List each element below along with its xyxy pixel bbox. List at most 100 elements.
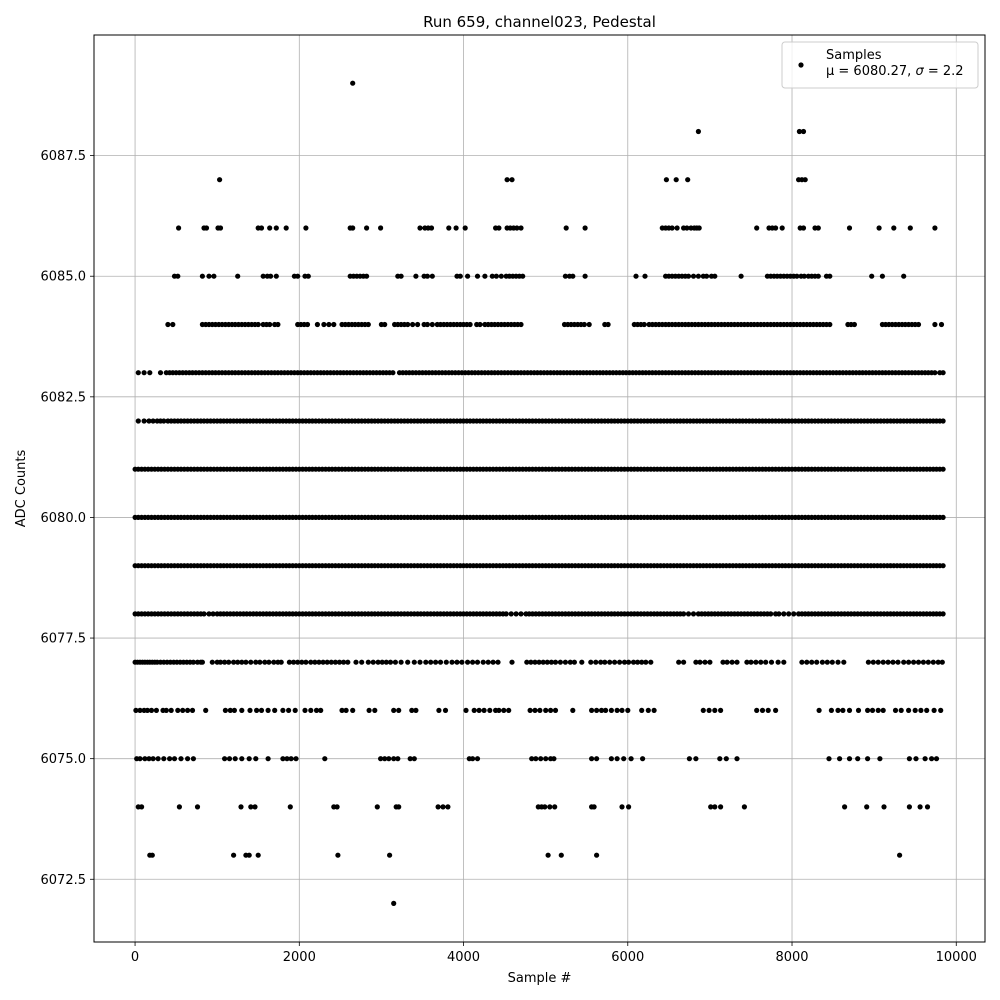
- sample-point: [231, 707, 237, 714]
- sample-point: [684, 225, 690, 231]
- sample-point: [428, 659, 434, 665]
- sample-point: [508, 611, 514, 617]
- sample-point: [210, 611, 216, 617]
- sample-point: [396, 804, 402, 810]
- sample-point: [779, 225, 785, 231]
- sample-point: [763, 659, 769, 665]
- sample-point: [639, 659, 645, 665]
- sample-point: [681, 611, 687, 617]
- sample-point: [353, 659, 359, 665]
- sample-point: [706, 707, 712, 714]
- legend-stats-suffix: = 2.2: [924, 64, 964, 79]
- sample-point: [217, 659, 224, 665]
- sample-point: [940, 418, 946, 424]
- sample-point: [880, 659, 886, 665]
- sample-point: [413, 273, 419, 279]
- sample-point: [690, 611, 697, 617]
- axis-ticks: 0 2000 4000 6000 8000 10000 6072.5 6075.0 6077.5…: [41, 149, 977, 965]
- x-tick-label: 8000: [775, 950, 808, 965]
- sample-point: [648, 659, 654, 665]
- y-tick-label: 6072.5: [41, 873, 87, 888]
- sample-point: [938, 707, 944, 714]
- sample-point: [201, 611, 207, 617]
- sample-point: [217, 177, 223, 183]
- sample-point: [161, 756, 167, 762]
- sample-point: [876, 225, 882, 231]
- sample-point: [758, 659, 764, 665]
- sample-point: [524, 659, 530, 665]
- sample-point: [470, 756, 476, 762]
- sample-point: [563, 225, 569, 231]
- sample-point: [273, 225, 279, 231]
- sample-point: [741, 804, 748, 810]
- sample-point: [268, 273, 274, 279]
- sample-point: [339, 707, 345, 714]
- sample-point: [465, 659, 471, 665]
- y-tick-label: 6075.0: [41, 752, 87, 767]
- sample-point: [932, 225, 938, 231]
- sample-point: [163, 707, 169, 714]
- sample-point: [527, 707, 533, 714]
- sample-point: [781, 611, 787, 617]
- sample-point: [239, 659, 245, 665]
- sample-point: [265, 707, 271, 714]
- sample-point: [558, 852, 564, 858]
- sample-point: [252, 804, 258, 810]
- sample-point: [824, 659, 830, 665]
- sample-point: [407, 756, 413, 762]
- sample-point: [704, 273, 710, 279]
- sample-point: [238, 804, 244, 810]
- sample-point: [222, 756, 228, 762]
- sample-point: [548, 659, 555, 665]
- sample-point: [717, 756, 723, 762]
- sample-point: [275, 321, 281, 328]
- sample-point: [386, 756, 392, 762]
- sample-point: [175, 273, 181, 279]
- sample-point: [663, 177, 670, 183]
- sample-point: [302, 707, 308, 714]
- sample-point: [589, 707, 595, 714]
- sample-point: [552, 707, 559, 714]
- sample-point: [411, 659, 417, 665]
- sample-point: [633, 273, 639, 279]
- sample-point: [759, 707, 766, 714]
- sample-point: [621, 659, 628, 665]
- sample-point: [901, 659, 907, 665]
- sample-point: [258, 225, 265, 231]
- sample-point: [180, 707, 186, 714]
- sample-point: [433, 659, 439, 665]
- sample-point: [231, 659, 237, 665]
- sample-point: [286, 659, 292, 665]
- sample-point: [379, 659, 385, 665]
- legend-stats-sigma: σ: [915, 64, 924, 79]
- sample-point: [495, 659, 501, 665]
- sample-point: [734, 756, 740, 762]
- sample-point: [303, 225, 309, 231]
- sample-point: [303, 659, 309, 665]
- sample-point: [308, 659, 314, 665]
- sample-point: [476, 707, 482, 714]
- sample-point: [765, 707, 771, 714]
- sample-point: [917, 804, 923, 810]
- sample-point: [295, 273, 301, 279]
- sample-point: [712, 273, 718, 279]
- y-tick-label: 6077.5: [41, 632, 87, 647]
- sample-point: [930, 659, 936, 665]
- sample-point: [619, 804, 625, 810]
- sample-point: [366, 707, 372, 714]
- sample-point: [630, 659, 637, 665]
- sample-point: [840, 707, 846, 714]
- sample-point: [312, 659, 318, 665]
- sample-point: [248, 804, 254, 810]
- sample-point: [842, 804, 848, 810]
- y-tick-label: 6082.5: [41, 390, 87, 405]
- sample-point: [467, 321, 473, 328]
- sample-point: [537, 707, 543, 714]
- sample-point: [227, 707, 233, 714]
- y-tick-label: 6085.0: [41, 270, 87, 285]
- sample-point: [465, 273, 471, 279]
- sample-point: [696, 225, 702, 231]
- sample-point: [562, 659, 569, 665]
- sample-point: [321, 321, 327, 328]
- sample-point: [257, 659, 263, 665]
